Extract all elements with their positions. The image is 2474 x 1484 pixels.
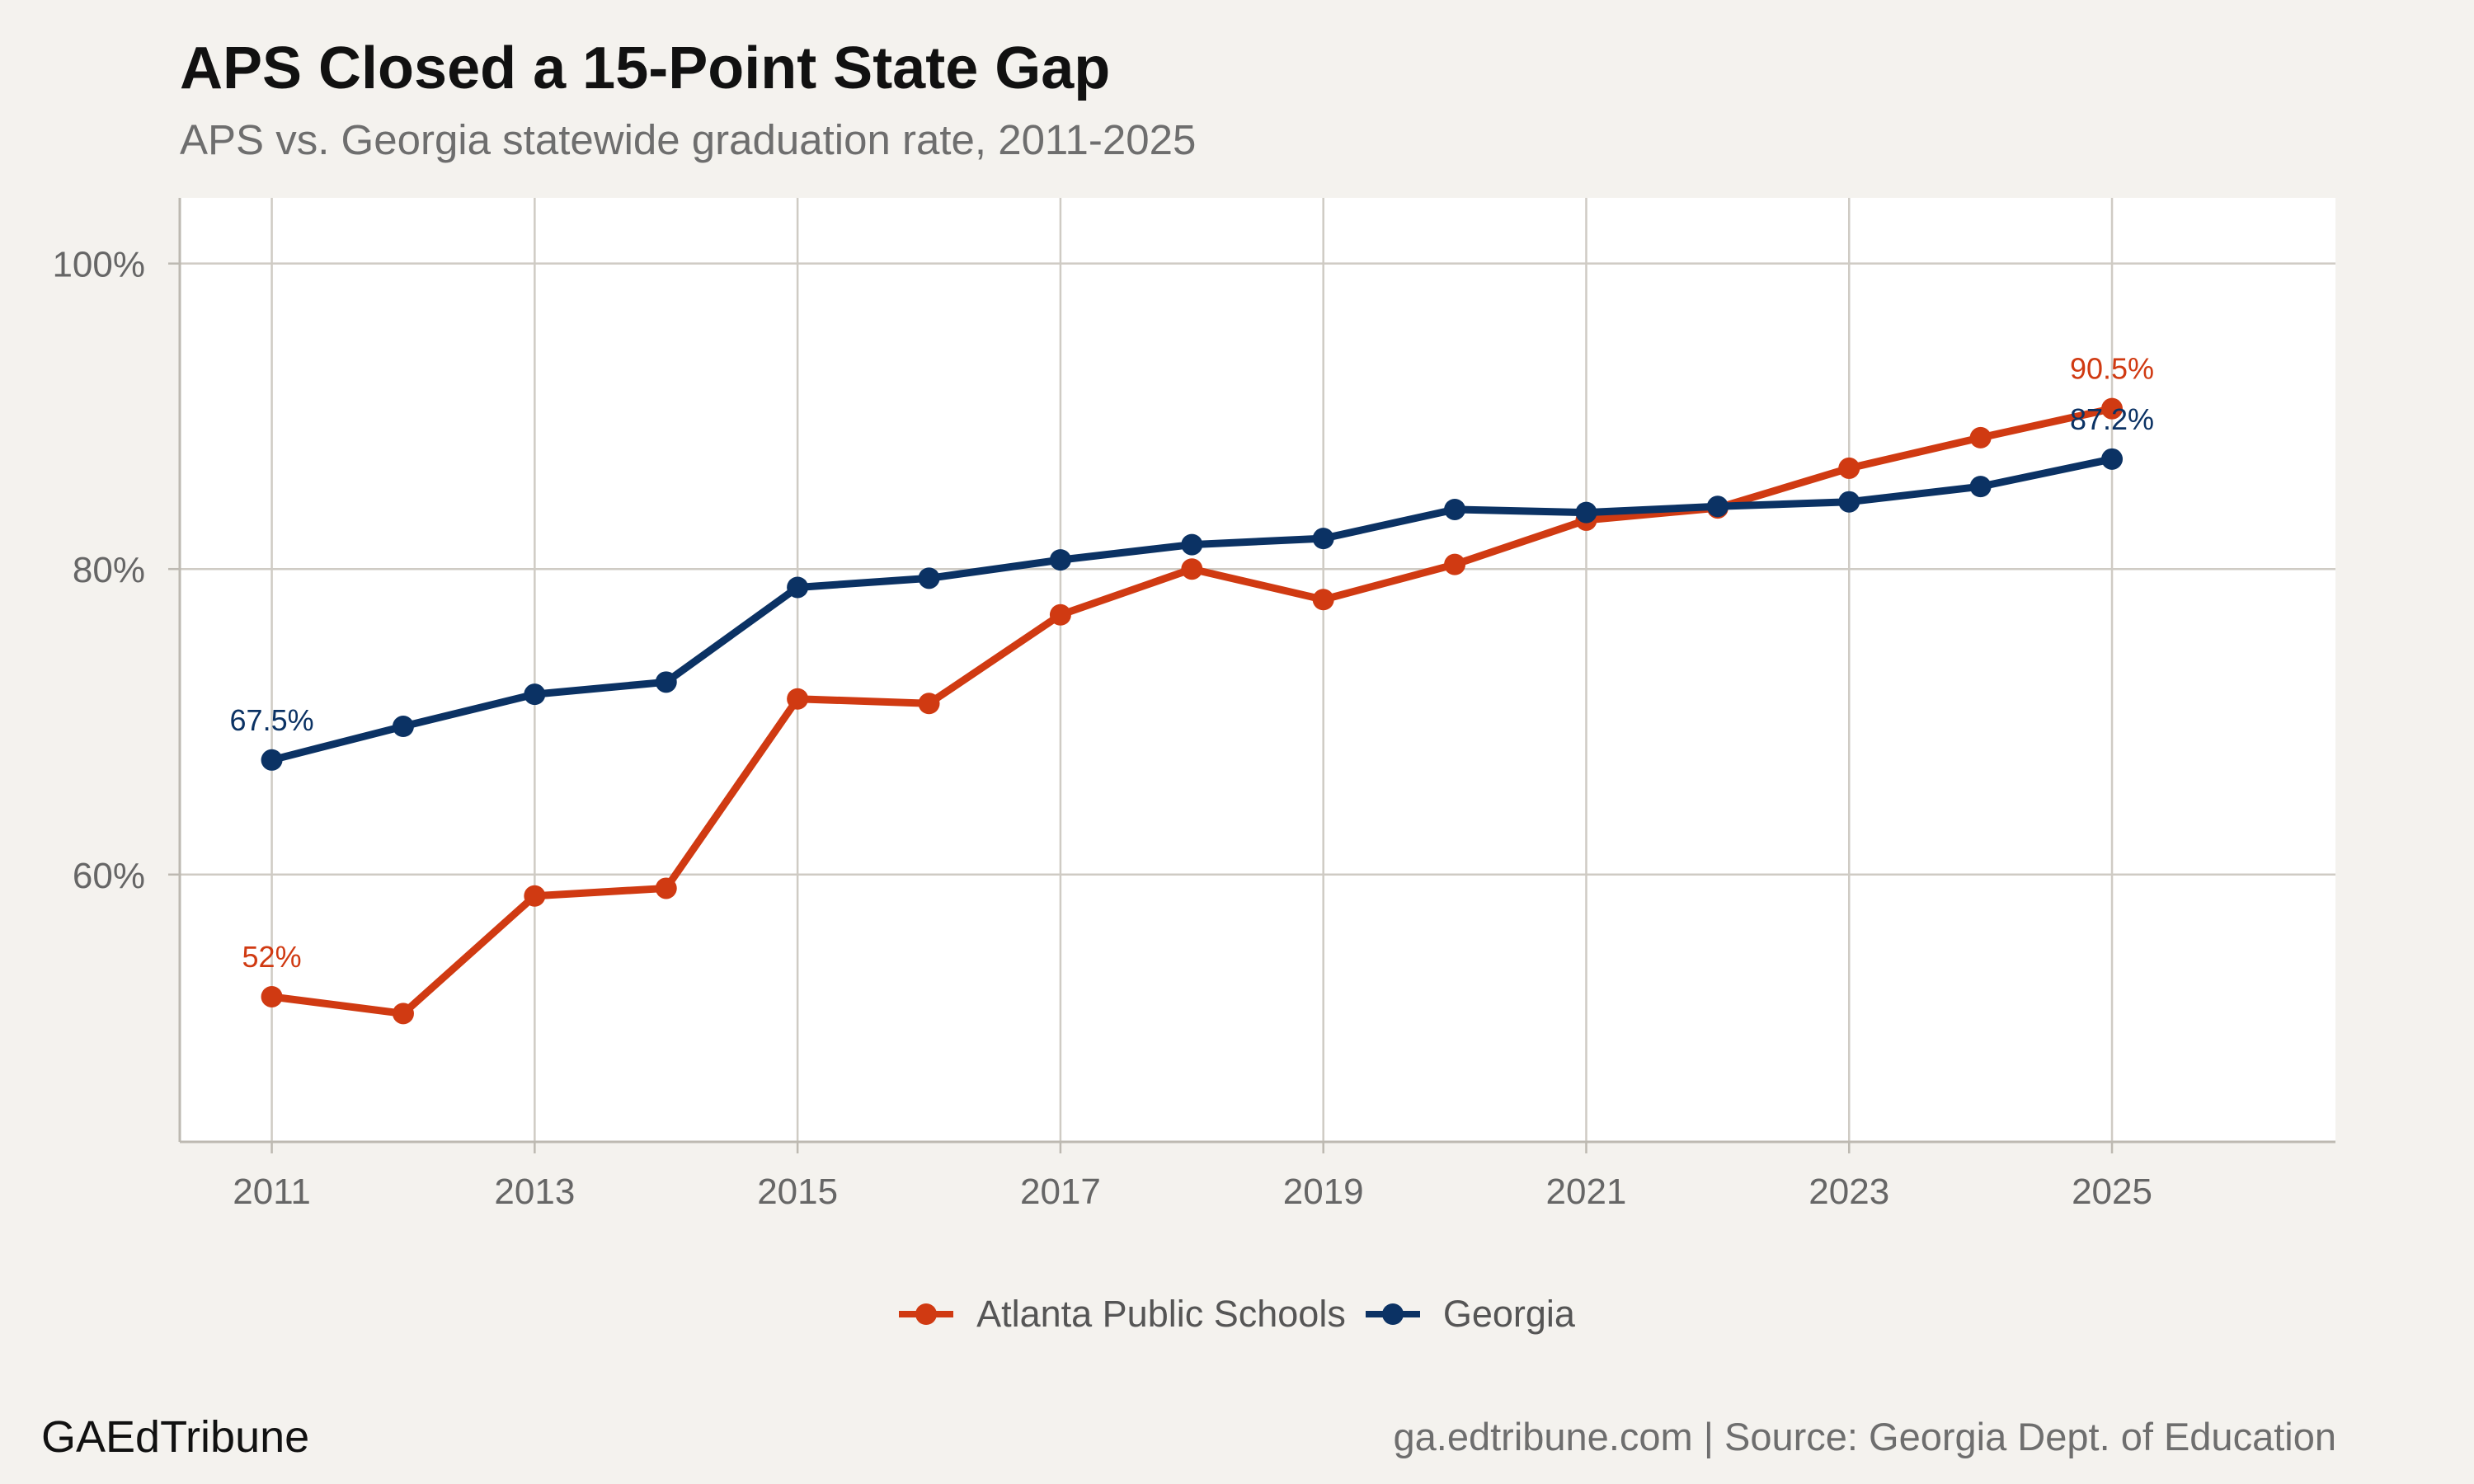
plot-background	[180, 198, 2335, 1142]
grid-lines	[180, 198, 2335, 1142]
data-label-0-2011: 52%	[242, 940, 302, 974]
x-tick-label-2013: 2013	[494, 1172, 575, 1212]
data-label-0-2025: 90.5%	[2070, 352, 2154, 386]
axes	[168, 198, 2335, 1153]
data-point-1-2024[interactable]	[1969, 476, 1992, 498]
brand-logo-text: GAEdTribune	[41, 1412, 310, 1462]
legend: Atlanta Public Schools Georgia	[0, 1293, 2474, 1336]
data-labels: 52% 90.5% 67.5% 87.2%	[230, 352, 2155, 974]
legend-label-aps: Atlanta Public Schools	[976, 1293, 1346, 1335]
x-tick-label-2025: 2025	[2072, 1172, 2152, 1212]
x-tick-label-2023: 2023	[1808, 1172, 1889, 1212]
data-point-0-2023[interactable]	[1838, 457, 1860, 479]
data-point-1-2012[interactable]	[392, 716, 414, 738]
data-point-0-2018[interactable]	[1181, 558, 1203, 580]
series-lines	[261, 397, 2124, 1025]
data-point-0-2013[interactable]	[524, 885, 546, 907]
data-point-0-2019[interactable]	[1312, 589, 1334, 611]
legend-item-aps[interactable]: Atlanta Public Schools	[899, 1293, 1346, 1336]
y-tick-label-80: 80%	[73, 550, 145, 590]
data-point-1-2025[interactable]	[2101, 448, 2124, 470]
legend-key-aps	[899, 1303, 954, 1325]
data-point-1-2022[interactable]	[1706, 495, 1729, 518]
data-point-0-2011[interactable]	[261, 985, 283, 1007]
x-tick-label-2017: 2017	[1020, 1172, 1101, 1212]
chart-title: APS Closed a 15-Point State Gap	[180, 35, 1111, 101]
x-tick-label-2011: 2011	[233, 1172, 311, 1212]
data-point-0-2012[interactable]	[392, 1003, 414, 1025]
x-tick-label-2015: 2015	[757, 1172, 838, 1212]
data-point-0-2024[interactable]	[1969, 426, 1992, 448]
data-point-1-2015[interactable]	[787, 576, 809, 599]
data-point-0-2015[interactable]	[787, 688, 809, 710]
data-point-0-2017[interactable]	[1049, 603, 1071, 626]
data-point-1-2018[interactable]	[1181, 533, 1203, 556]
data-point-1-2021[interactable]	[1575, 501, 1597, 524]
data-label-1-2011: 67.5%	[230, 703, 314, 737]
data-point-1-2014[interactable]	[655, 671, 677, 693]
chart-subtitle: APS vs. Georgia statewide graduation rat…	[180, 116, 1197, 163]
data-point-1-2017[interactable]	[1049, 549, 1071, 571]
source-credit: ga.edtribune.com | Source: Georgia Dept.…	[1393, 1415, 2337, 1458]
data-point-0-2025[interactable]	[2101, 397, 2124, 420]
y-tick-label-100: 100%	[52, 245, 145, 285]
data-point-1-2013[interactable]	[524, 683, 546, 706]
data-point-1-2016[interactable]	[918, 567, 940, 589]
data-point-1-2011[interactable]	[261, 749, 283, 771]
data-point-0-2016[interactable]	[918, 693, 940, 715]
data-point-1-2019[interactable]	[1312, 528, 1334, 550]
y-tick-label-60: 60%	[73, 856, 145, 896]
data-label-1-2025: 87.2%	[2070, 402, 2154, 436]
legend-label-georgia: Georgia	[1442, 1293, 1575, 1335]
data-point-1-2020[interactable]	[1444, 498, 1466, 520]
x-tick-label-2019: 2019	[1283, 1172, 1364, 1212]
x-tick-label-2021: 2021	[1546, 1172, 1627, 1212]
data-point-0-2014[interactable]	[655, 877, 677, 899]
tick-labels: 2011 2013 2015 2017 2019 2021 2023 2025 60% 80% 10…	[52, 245, 2152, 1212]
data-point-1-2023[interactable]	[1838, 491, 1860, 513]
legend-key-georgia	[1365, 1303, 1420, 1325]
data-point-0-2020[interactable]	[1444, 553, 1466, 575]
legend-item-georgia[interactable]: Georgia	[1365, 1293, 1575, 1336]
